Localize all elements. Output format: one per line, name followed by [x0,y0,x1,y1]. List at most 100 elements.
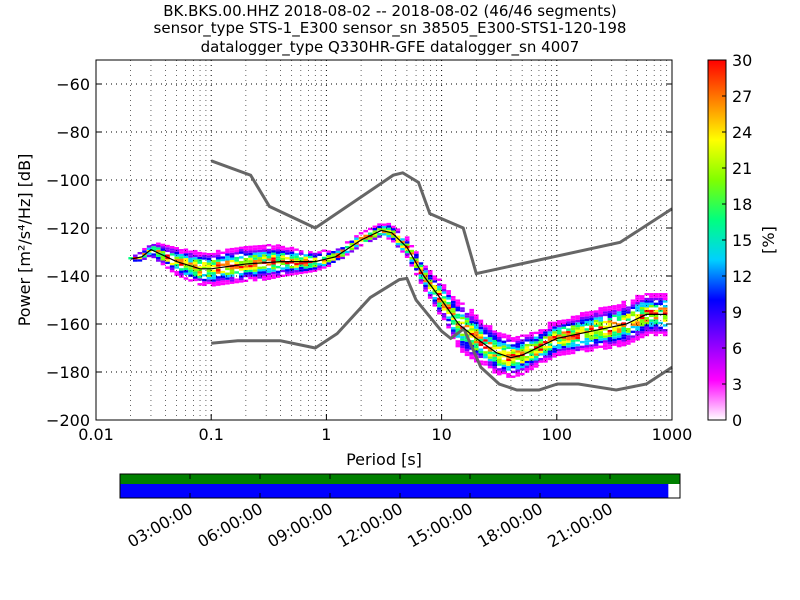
histogram-cell [165,266,170,269]
histogram-cell [626,311,631,314]
histogram-cell [506,358,511,362]
histogram-cell [658,307,663,310]
histogram-cell [607,334,613,338]
histogram-cell [418,257,424,260]
histogram-cell [639,311,645,315]
histogram-cell [266,251,272,254]
histogram-cell [570,337,576,340]
histogram-cell [404,257,410,261]
histogram-cell [547,352,553,356]
histogram-cell [303,273,309,276]
histogram-cell [483,329,488,333]
histogram-cell [321,259,327,262]
histogram-cell [575,317,580,320]
histogram-cell [404,236,410,239]
histogram-cell [529,358,534,361]
histogram-cell [607,341,613,345]
histogram-cell [427,281,433,285]
histogram-cell [257,252,263,255]
histogram-cell [400,231,405,234]
y-tick-label: −100 [46,171,90,190]
histogram-cell [570,330,576,333]
histogram-cell [450,293,456,296]
histogram-cell [598,323,603,327]
histogram-cell [483,346,488,349]
histogram-cell [225,255,230,259]
histogram-cell [229,252,235,256]
histogram-cell [635,316,640,319]
histogram-cell [179,253,184,257]
histogram-cell [533,365,539,368]
histogram-cell [248,260,253,263]
histogram-cell [450,295,456,299]
x-tick-label: 0.01 [78,425,114,444]
histogram-cell [515,352,521,356]
histogram-cell [321,266,327,269]
histogram-cell [593,319,599,323]
histogram-cell [487,358,493,362]
histogram-cell [529,331,534,335]
histogram-cell [294,253,299,256]
histogram-cell [169,253,175,256]
histogram-cell [575,334,580,337]
histogram-cell [649,295,654,298]
histogram-cell [561,338,567,342]
histogram-cell [395,235,401,238]
histogram-cell [197,278,203,281]
histogram-cell [234,266,239,269]
histogram-cell [455,347,461,350]
histogram-cell [483,368,488,371]
histogram-cell [321,256,327,260]
histogram-cell [156,254,161,257]
histogram-cell [437,290,442,293]
histogram-cell [630,311,636,314]
histogram-cell [487,329,493,333]
histogram-cell [603,320,608,324]
histogram-cell [206,250,212,253]
histogram-cell [644,336,650,339]
histogram-cell [266,253,272,256]
histogram-cell [460,302,465,305]
histogram-cell [165,259,170,262]
histogram-cell [308,272,313,276]
timeline-tick-label: 15:00:00 [404,499,476,551]
histogram-cell [432,297,438,300]
histogram-cell [533,358,539,361]
histogram-cell [561,321,567,325]
histogram-cell [473,348,479,351]
histogram-cell [211,284,216,287]
histogram-cell [317,270,322,273]
histogram-cell [400,240,405,244]
histogram-cell [501,333,507,336]
histogram-cell [271,264,276,267]
histogram-cell [450,322,456,325]
histogram-cell [414,265,419,269]
histogram-cell [183,265,189,268]
histogram-cell [561,317,567,320]
histogram-cell [248,264,253,268]
histogram-cell [524,372,530,376]
histogram-cell [483,363,488,366]
histogram-cell [662,309,668,313]
histogram-cell [257,281,263,284]
colorbar-tick-label: 0 [732,411,742,430]
histogram-cell [391,230,396,233]
histogram-cell [589,327,594,331]
histogram-cell [593,322,599,325]
histogram-cell [653,302,659,306]
histogram-cell [556,327,562,330]
histogram-cell [515,362,521,365]
histogram-cell [473,331,479,334]
histogram-cell [381,223,387,226]
histogram-cell [455,316,461,319]
histogram-cell [229,267,235,270]
histogram-cell [598,314,603,317]
histogram-cell [326,252,332,256]
histogram-cell [151,246,157,249]
histogram-cell [561,324,567,327]
histogram-cell [621,312,627,316]
histogram-cell [446,287,451,291]
histogram-cell [303,263,309,267]
histogram-cell [626,342,631,345]
histogram-cell [616,306,622,309]
